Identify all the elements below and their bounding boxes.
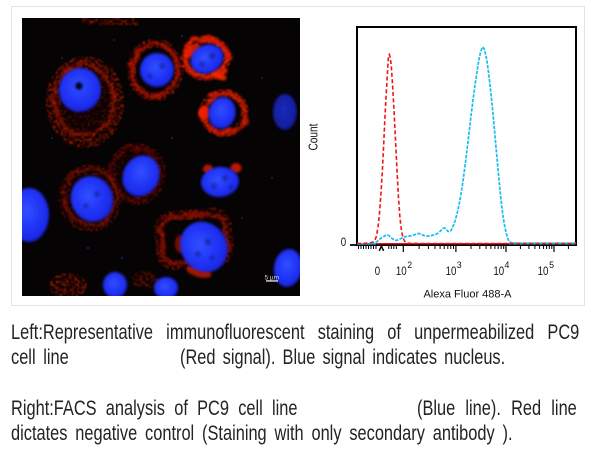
svg-text:0: 0 <box>341 237 346 249</box>
svg-text:5 µm: 5 µm <box>265 275 280 282</box>
svg-text:Count: Count <box>306 123 321 150</box>
svg-text:5: 5 <box>549 260 554 270</box>
svg-text:0: 0 <box>375 266 380 278</box>
svg-text:4: 4 <box>505 260 510 270</box>
svg-text:Alexa Fluor 488-A: Alexa Fluor 488-A <box>423 289 512 301</box>
svg-text:3: 3 <box>457 260 462 270</box>
svg-text:10: 10 <box>396 266 407 278</box>
svg-text:10: 10 <box>446 266 457 278</box>
svg-text:10: 10 <box>538 266 549 278</box>
svg-text:10: 10 <box>493 266 504 278</box>
svg-text:2: 2 <box>407 260 412 270</box>
